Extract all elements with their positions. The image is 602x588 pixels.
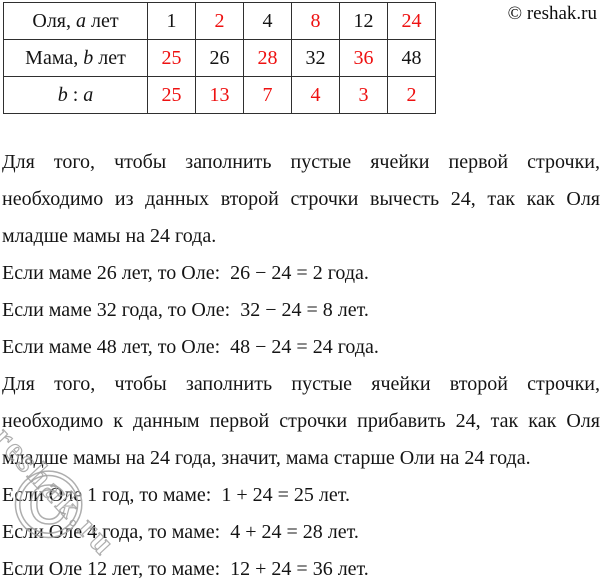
variable-letter: a bbox=[76, 9, 86, 32]
solution-paragraph: Если маме 48 лет, то Оле: 48 − 24 = 24 г… bbox=[2, 336, 379, 358]
table-cell-value: 25 bbox=[147, 39, 196, 77]
label-text: : bbox=[67, 83, 84, 106]
table-row: Мама, b лет 25 26 28 32 36 48 bbox=[3, 39, 436, 77]
table-row: Оля, a лет 1 2 4 8 12 24 bbox=[3, 2, 436, 40]
solution-paragraph: Если Оле 12 лет, то маме: 12 + 24 = 36 л… bbox=[2, 558, 369, 580]
table-cell-value: 36 bbox=[339, 39, 388, 77]
table-cell-value: 7 bbox=[243, 76, 292, 114]
table-cell-value: 12 bbox=[339, 2, 388, 40]
solution-paragraph: Если маме 32 года, то Оле: 32 − 24 = 8 л… bbox=[2, 299, 369, 321]
age-table-body: Оля, a лет 1 2 4 8 12 24 Мама, b лет 25 26 28 32 36 4… bbox=[3, 2, 436, 114]
table-cell-value: 25 bbox=[147, 76, 196, 114]
label-text: лет bbox=[93, 46, 126, 69]
label-text: Мама, bbox=[25, 46, 84, 69]
table-cell-value: 32 bbox=[291, 39, 340, 77]
label-text: лет bbox=[86, 9, 119, 32]
table-cell-value: 48 bbox=[387, 39, 436, 77]
label-text: Оля, bbox=[32, 9, 76, 32]
table-cell-value: 24 bbox=[387, 2, 436, 40]
row-label: b : a bbox=[3, 76, 148, 114]
age-table: Оля, a лет 1 2 4 8 12 24 Мама, b лет 25 26 28 32 36 4… bbox=[3, 2, 436, 114]
table-cell-value: 4 bbox=[243, 2, 292, 40]
solution-paragraph: Если Оле 4 года, то маме: 4 + 24 = 28 ле… bbox=[2, 521, 359, 543]
table-cell-value: 2 bbox=[195, 2, 244, 40]
table-cell-value: 3 bbox=[339, 76, 388, 114]
table-cell-value: 28 bbox=[243, 39, 292, 77]
table-cell-value: 2 bbox=[387, 76, 436, 114]
variable-letter: b bbox=[57, 83, 68, 106]
site-copyright: © reshak.ru bbox=[507, 3, 597, 24]
solution-paragraph: Для того, чтобы заполнить пустые ячейки … bbox=[2, 151, 600, 247]
solution-paragraph: Если маме 26 лет, то Оле: 26 − 24 = 2 го… bbox=[2, 262, 369, 284]
row-label: Оля, a лет bbox=[3, 2, 148, 40]
table-row: b : a 25 13 7 4 3 2 bbox=[3, 76, 436, 114]
table-cell-value: 13 bbox=[195, 76, 244, 114]
table-cell-value: 4 bbox=[291, 76, 340, 114]
row-label: Мама, b лет bbox=[3, 39, 148, 77]
table-cell-value: 26 bbox=[195, 39, 244, 77]
solution-paragraph: Для того, чтобы заполнить пустые ячейки … bbox=[2, 373, 600, 469]
variable-letter: a bbox=[83, 83, 94, 106]
solution-paragraph: Если Оле 1 год, то маме: 1 + 24 = 25 лет… bbox=[2, 484, 350, 506]
variable-letter: b bbox=[83, 46, 94, 69]
table-cell-value: 1 bbox=[147, 2, 196, 40]
solution-text: Для того, чтобы заполнить пустые ячейки … bbox=[2, 144, 600, 588]
table-cell-value: 8 bbox=[291, 2, 340, 40]
